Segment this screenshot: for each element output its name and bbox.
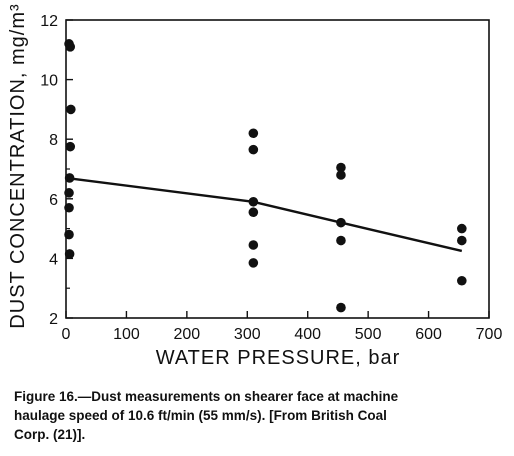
data-point (248, 196, 259, 207)
data-point (457, 275, 467, 286)
data-point (457, 235, 467, 246)
data-point (336, 170, 346, 180)
y-tick-label: 4 (49, 251, 58, 268)
data-point (64, 202, 74, 213)
y-tick-label: 12 (40, 13, 58, 30)
caption-line: haulage speed of 10.6 ft/min (55 mm/s). … (14, 408, 387, 423)
data-point (65, 141, 76, 152)
x-tick-label: 0 (62, 326, 71, 343)
data-point (66, 104, 76, 115)
x-tick-label: 500 (355, 326, 382, 343)
figure-caption: Figure 16.—Dust measurements on shearer … (14, 387, 506, 444)
x-tick-label: 300 (234, 326, 261, 343)
x-tick-label: 100 (113, 326, 140, 343)
data-point (336, 235, 346, 246)
data-point (336, 217, 346, 228)
data-point (248, 128, 259, 139)
data-point (248, 207, 259, 218)
y-tick-label: 6 (49, 192, 58, 209)
x-tick-label: 600 (415, 326, 442, 343)
caption-line: Figure 16.—Dust measurements on shearer … (14, 389, 399, 404)
data-point (457, 223, 467, 234)
data-point (64, 188, 74, 198)
data-point (336, 162, 346, 173)
y-tick-label: 2 (49, 311, 58, 328)
data-point (64, 229, 74, 240)
x-axis-label: WATER PRESSURE, bar (156, 347, 401, 369)
trend-line (65, 176, 463, 253)
data-point (248, 144, 259, 155)
y-tick-label: 10 (40, 73, 58, 90)
data-point (64, 249, 75, 259)
plot-frame (65, 19, 490, 319)
scatter-chart: 0 100 200 300 400 500 600 700 2 4 6 8 10 12 WATER PRE… (7, 3, 503, 369)
x-tick-label: 200 (174, 326, 201, 343)
data-point (248, 258, 259, 268)
data-point (64, 173, 75, 183)
data-point (65, 42, 76, 52)
x-tick-label: 400 (294, 326, 321, 343)
y-tick-label: 8 (49, 132, 58, 149)
y-axis-label: DUST CONCENTRATION, mg/m³ (7, 3, 29, 328)
data-point (336, 302, 346, 313)
caption-line: Corp. (21)]. (14, 427, 86, 442)
x-tick-label: 700 (476, 326, 503, 343)
data-point (248, 240, 259, 250)
